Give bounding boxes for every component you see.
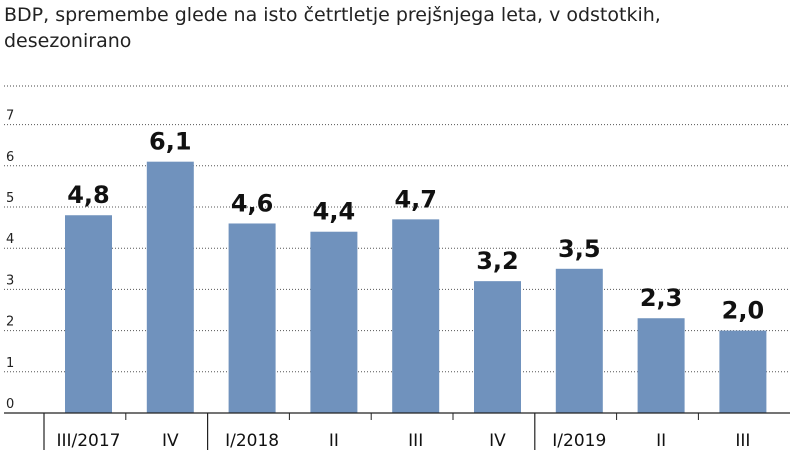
chart-title-line-2: desezonirano: [4, 30, 132, 52]
chart-title-line-1: BDP, spremembe glede na isto četrtletje …: [4, 4, 661, 26]
bar-6: [555, 268, 603, 413]
category-label-8: III: [735, 431, 750, 450]
value-label-2: 4,6: [231, 189, 274, 217]
value-label-8: 2,0: [722, 297, 765, 325]
y-tick-label-1: 1: [6, 356, 14, 371]
bar-2: [228, 223, 276, 413]
bar-7: [637, 318, 685, 413]
category-label-7: II: [656, 431, 666, 450]
y-tick-label-5: 5: [6, 191, 14, 206]
chart-title: BDP, spremembe glede na isto četrtletje …: [4, 2, 794, 54]
value-label-4: 4,7: [394, 185, 437, 213]
value-label-7: 2,3: [640, 284, 683, 312]
category-label-0: III/2017: [56, 431, 120, 450]
bar-0: [65, 215, 112, 413]
value-label-1: 6,1: [149, 128, 192, 156]
bar-4: [392, 219, 440, 413]
y-tick-label-0: 0: [6, 397, 14, 412]
y-tick-label-4: 4: [6, 232, 14, 247]
category-label-5: IV: [489, 431, 506, 450]
value-label-0: 4,8: [67, 181, 110, 209]
category-label-6: I/2019: [552, 431, 606, 450]
bar-8: [719, 330, 767, 413]
category-label-4: III: [408, 431, 423, 450]
bar-1: [146, 161, 194, 413]
y-tick-label-2: 2: [6, 315, 14, 330]
y-tick-label-7: 7: [6, 109, 14, 124]
bar-5: [474, 281, 521, 413]
category-label-1: IV: [162, 431, 179, 450]
y-tick-label-6: 6: [6, 150, 14, 165]
bar-3: [310, 231, 358, 413]
category-label-3: II: [329, 431, 339, 450]
y-tick-label-3: 3: [6, 273, 14, 288]
category-label-2: I/2018: [225, 431, 279, 450]
value-label-3: 4,4: [313, 198, 356, 226]
value-label-6: 3,5: [558, 235, 601, 263]
value-label-5: 3,2: [476, 247, 519, 275]
